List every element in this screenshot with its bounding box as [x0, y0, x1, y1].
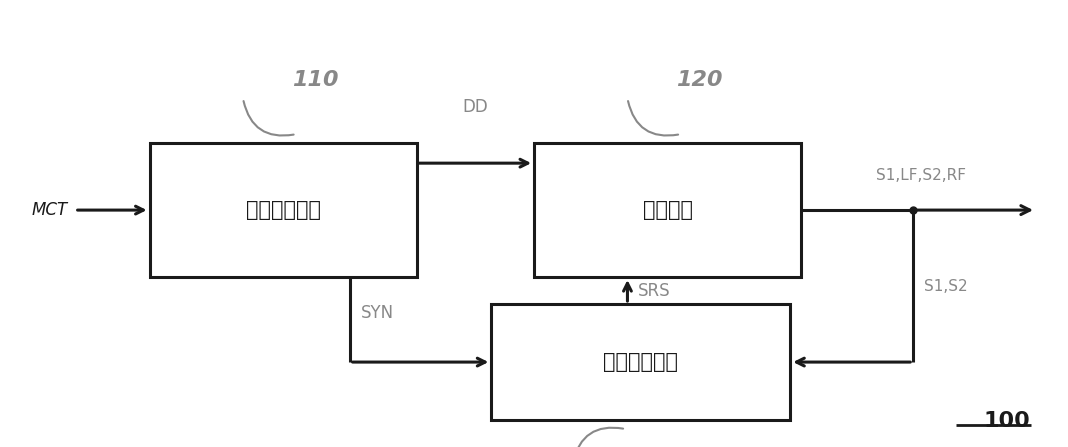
Text: 100: 100 — [984, 411, 1031, 431]
Text: 120: 120 — [676, 71, 723, 90]
Text: SYN: SYN — [361, 304, 394, 322]
Bar — [150, 143, 417, 277]
Bar — [491, 304, 790, 420]
Text: DD: DD — [462, 98, 488, 116]
Text: MCT: MCT — [32, 201, 68, 219]
Text: S1,S2: S1,S2 — [924, 278, 968, 294]
Text: 110: 110 — [292, 71, 339, 90]
Text: SRS: SRS — [639, 282, 671, 299]
Text: 信号处理单元: 信号处理单元 — [246, 200, 320, 220]
Bar — [534, 143, 801, 277]
Text: 显示单元: 显示单元 — [643, 200, 692, 220]
Text: 信号比较单元: 信号比较单元 — [603, 352, 678, 372]
Text: S1,LF,S2,RF: S1,LF,S2,RF — [876, 168, 965, 183]
